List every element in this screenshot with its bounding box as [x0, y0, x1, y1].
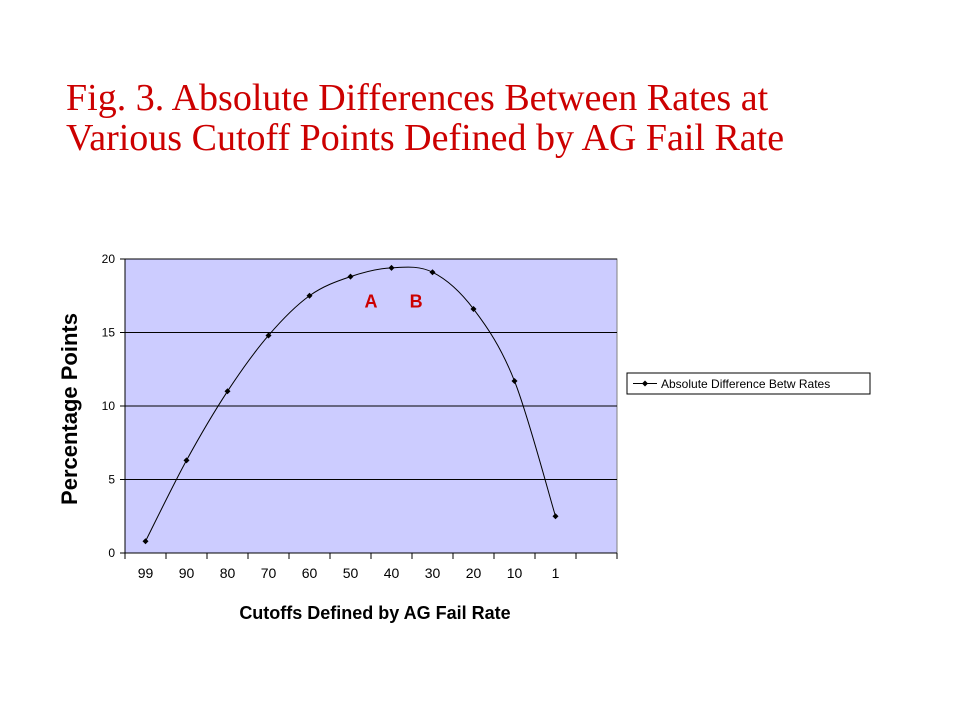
x-tick-label-6: 40 — [384, 565, 400, 581]
data-point-10 — [511, 378, 518, 385]
y-tick-label-4: 20 — [102, 252, 116, 266]
x-tick-label-1: 90 — [179, 565, 195, 581]
data-point-30 — [429, 269, 436, 276]
slide-title-line-1: Fig. 3. Absolute Differences Between Rat… — [66, 77, 769, 119]
y-tick-label-2: 10 — [102, 399, 116, 413]
x-axis-title: Cutoffs Defined by AG Fail Rate — [239, 603, 510, 623]
x-tick-label-9: 10 — [507, 565, 523, 581]
x-tick-label-0: 99 — [138, 565, 154, 581]
y-tick-label-3: 15 — [102, 326, 116, 340]
x-tick-label-2: 80 — [220, 565, 236, 581]
x-tick-label-10: 1 — [552, 565, 560, 581]
data-point-90 — [183, 457, 190, 464]
y-tick-label-0: 0 — [108, 546, 115, 560]
annotation-b: B — [410, 292, 423, 312]
data-point-99 — [142, 538, 149, 545]
data-point-80 — [224, 388, 231, 395]
x-tick-label-7: 30 — [425, 565, 441, 581]
data-point-40 — [388, 264, 395, 271]
data-point-20 — [470, 305, 477, 312]
annotation-a: A — [365, 292, 378, 312]
data-point-70 — [265, 332, 272, 339]
y-tick-label-1: 5 — [108, 473, 115, 487]
y-axis-title: Percentage Points — [57, 313, 82, 505]
x-tick-label-5: 50 — [343, 565, 359, 581]
legend-marker-swatch — [642, 380, 648, 387]
legend-box — [626, 372, 871, 395]
data-point-50 — [347, 273, 354, 280]
data-point-60 — [306, 292, 313, 299]
slide-title-line-2: Various Cutoff Points Defined by AG Fail… — [66, 117, 785, 159]
x-tick-label-4: 60 — [302, 565, 318, 581]
x-tick-label-3: 70 — [261, 565, 277, 581]
legend-label: Absolute Difference Betw Rates — [661, 377, 830, 391]
data-point-1 — [552, 513, 559, 520]
x-tick-label-8: 20 — [466, 565, 482, 581]
slide-title: Fig. 3. Absolute Differences Between Rat… — [66, 78, 926, 158]
